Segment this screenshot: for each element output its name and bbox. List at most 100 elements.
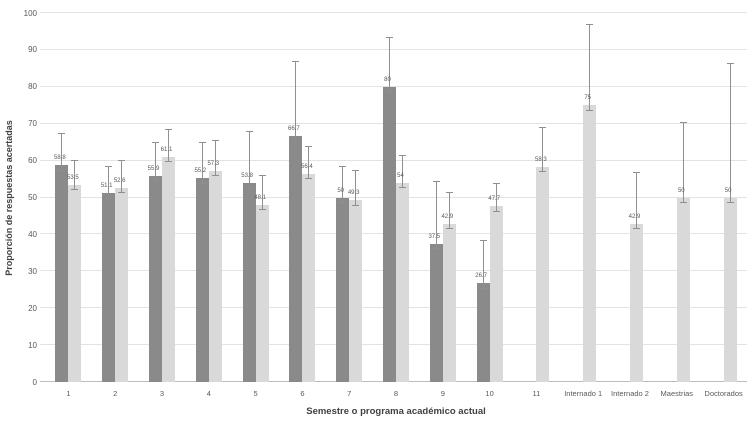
bar-value-label: 80 (384, 76, 391, 83)
category-column: Doctorados 50 (700, 13, 747, 398)
error-bar (58, 132, 66, 171)
gridline (40, 48, 747, 50)
x-tick-label: 10 (485, 389, 494, 398)
y-tick-label: 80 (28, 82, 37, 92)
error-bar (164, 129, 172, 163)
error-bar (339, 166, 347, 204)
category-column: 3 55.9 61.1 (139, 13, 186, 398)
error-bar (105, 166, 113, 199)
category-column: 4 55.2 57.3 (185, 13, 232, 398)
x-tick-label: 2 (113, 389, 118, 398)
x-tick-label: 5 (253, 389, 258, 398)
bar-dark-gray-series (195, 178, 209, 382)
bar-light-gray-series (629, 223, 643, 382)
x-tick-label: 1 (66, 389, 71, 398)
bar-value-label: 56.4 (301, 163, 313, 170)
bar-value-label: 58.3 (535, 156, 547, 163)
bar-value-label: 55.2 (194, 168, 207, 175)
error-bar (586, 23, 594, 111)
error-bar (258, 175, 266, 211)
y-tick-label: 20 (28, 303, 37, 313)
bar-dark-gray-series (55, 165, 69, 382)
x-axis-title: Semestre o programa académico actual (306, 406, 486, 417)
bar-value-label: 75 (584, 95, 592, 102)
plot-area: Proporción de respuestas acertadas Semes… (4, 9, 747, 417)
error-bar (71, 160, 79, 191)
category-column: 2 51.1 52.6 (92, 13, 139, 398)
error-bar (679, 121, 687, 204)
bar-dark-gray-series (476, 283, 490, 382)
error-bar (479, 239, 487, 290)
bar-value-label: 58.8 (54, 155, 66, 162)
error-bar (632, 171, 640, 230)
error-bar (305, 145, 313, 180)
category-column: Internado 2 42.9 (607, 13, 654, 398)
bar-dark-gray-series (289, 135, 303, 382)
y-tick-label: 0 (32, 377, 37, 387)
category-column: 10 26.7 47.7 (466, 13, 513, 398)
category-column: Maestrias 50 (653, 13, 700, 398)
bar-value-label: 50 (677, 187, 685, 194)
error-bar (245, 130, 253, 190)
bar-value-label: 47.7 (488, 196, 500, 202)
bar-light-gray-series (583, 105, 597, 382)
error-bar (385, 36, 393, 93)
category-column: 7 50 49.3 (326, 13, 373, 398)
y-tick-label: 100 (23, 8, 37, 18)
error-bar (492, 182, 500, 212)
x-tick-label: 3 (159, 389, 165, 398)
error-bar (292, 60, 300, 142)
category-column: 8 80 54 (373, 13, 420, 398)
bar-light-gray-series (68, 184, 82, 382)
error-bar (151, 142, 159, 182)
error-bar (726, 62, 734, 204)
error-bar (539, 127, 547, 173)
bar-light-gray-series (115, 187, 129, 382)
bar-light-gray-series (208, 170, 222, 382)
bar-value-label: 51.1 (100, 183, 113, 190)
category-column: Internado 1 75 (560, 13, 607, 398)
category-column: 9 37.5 42.9 (419, 13, 466, 398)
bar-dark-gray-series (242, 183, 256, 382)
error-bar (445, 191, 453, 230)
y-tick-label: 50 (28, 193, 37, 202)
bar-light-gray-series (489, 206, 503, 382)
x-tick-label: 4 (206, 389, 211, 398)
y-tick-label: 70 (28, 119, 37, 129)
bar-light-gray-series (676, 197, 690, 382)
error-bar (118, 160, 126, 194)
x-tick-label: 9 (440, 389, 445, 398)
y-tick-label: 60 (28, 156, 37, 166)
y-tick-label: 10 (28, 340, 37, 350)
bar-value-label: 49.3 (347, 190, 360, 197)
y-tick-label: 30 (28, 266, 37, 276)
bar-light-gray-series (302, 173, 316, 382)
category-column: 5 53.8 48.1 (232, 13, 279, 398)
bar-value-label: 55.9 (147, 165, 160, 172)
x-tick-label: Maestrias (660, 389, 694, 398)
bar-value-label: 53.5 (67, 174, 79, 181)
bar-dark-gray-series (102, 193, 116, 382)
bar-light-gray-series (349, 200, 363, 382)
bar-light-gray-series (255, 204, 269, 382)
gridline (40, 85, 747, 87)
bar-light-gray-series (395, 182, 409, 382)
bar-light-gray-series (723, 197, 737, 382)
bar-dark-gray-series (429, 243, 443, 382)
x-tick-label: 6 (300, 389, 305, 398)
error-bar (398, 154, 406, 189)
bar-value-label: 50 (337, 187, 345, 194)
x-tick-label: Doctorados (704, 389, 743, 398)
bar-value-label: 48.1 (254, 194, 266, 201)
bar-dark-gray-series (336, 197, 350, 382)
bar-value-label: 42.9 (441, 213, 454, 220)
bar-light-gray-series (161, 156, 175, 382)
bar-light-gray-series (536, 166, 550, 382)
category-column: 11 58.3 (513, 13, 560, 398)
error-bar (198, 142, 206, 184)
x-tick-label: 7 (347, 389, 352, 398)
bar-dark-gray-series (382, 86, 396, 382)
bar-value-label: 61.1 (160, 146, 173, 153)
y-tick-label: 40 (28, 229, 37, 239)
